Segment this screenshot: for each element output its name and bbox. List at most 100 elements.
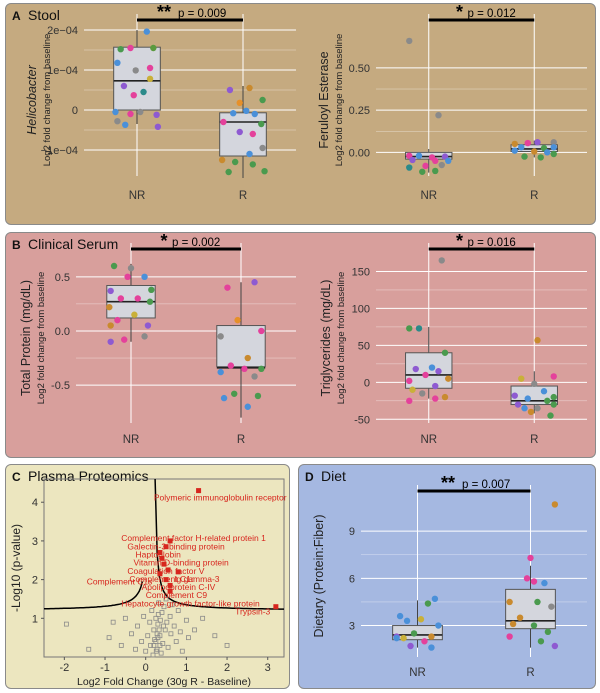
- data-point: [534, 139, 541, 146]
- data-point: [120, 82, 128, 90]
- data-point: [527, 408, 535, 416]
- x-axis-label: Log2 Fold Change (30g R - Baseline): [77, 676, 251, 688]
- protein-label: Complement C9: [146, 590, 208, 600]
- data-point: [150, 44, 157, 52]
- x-tick-label: 1: [183, 662, 189, 674]
- triglycerides-boxplot: 150 100 50 0 -50 NR R Triglycerides (mg/dL) Log2…: [319, 233, 587, 446]
- significant-point: [157, 571, 163, 577]
- x-tick-label: 0: [143, 662, 149, 674]
- data-point: [550, 139, 557, 146]
- protein-label: Haptoglobin: [136, 550, 182, 560]
- nonsignificant-point: [147, 619, 153, 625]
- x-tick-label: -1: [100, 662, 110, 674]
- data-point: [236, 128, 243, 136]
- nonsignificant-point: [157, 617, 163, 623]
- nonsignificant-point: [156, 627, 162, 633]
- data-point: [107, 338, 114, 345]
- protein-label: Polymeric immunoglobulin receptor: [154, 492, 287, 502]
- panel-clinical-serum: B Clinical Serum 0.5 0.0 -0.5 NR R Total Prot…: [5, 232, 596, 458]
- x-tick-label: NR: [123, 434, 140, 446]
- data-point: [141, 273, 148, 281]
- data-point: [148, 286, 155, 294]
- data-point: [506, 598, 513, 606]
- data-point: [220, 118, 227, 126]
- y-tick-label: 1: [32, 613, 38, 625]
- data-point: [435, 368, 442, 375]
- data-point: [246, 150, 253, 158]
- panel-diet: D Diet 3 6 9 NR R Dietary (Protein:Fiber) ** p …: [298, 464, 596, 689]
- data-point: [106, 303, 113, 311]
- volcano-plot: -2 -1 0 1 2 3 1 2 3 4 Log2 Fold Change (30g R - Ba…: [9, 478, 287, 688]
- y-axis-label: Total Protein (mg/dL): [19, 280, 33, 396]
- y-tick-label: 1e−04: [47, 65, 78, 77]
- nonsignificant-point: [169, 602, 175, 608]
- nonsignificant-point: [149, 608, 155, 613]
- data-point: [534, 405, 541, 412]
- nonsignificant-point: [155, 621, 161, 627]
- y-tick-label: -0.5: [51, 380, 70, 392]
- plot-frame: [43, 478, 285, 658]
- data-point: [432, 167, 439, 175]
- data-point: [251, 279, 258, 286]
- nonsignificant-point: [224, 642, 230, 648]
- box-r: [219, 112, 267, 157]
- data-point: [518, 375, 525, 382]
- data-point: [544, 628, 552, 636]
- x-tick-label: 2: [224, 662, 230, 674]
- data-point: [241, 365, 248, 373]
- protein-label: Coagulation factor V: [127, 566, 204, 576]
- data-point: [234, 316, 241, 324]
- x-tick-label: R: [530, 190, 538, 202]
- nonsignificant-point: [141, 613, 147, 619]
- nonsignificant-point: [135, 623, 140, 629]
- data-point: [530, 578, 538, 585]
- y-tick-label: 0.50: [349, 63, 370, 75]
- data-point: [551, 642, 559, 650]
- data-point: [406, 37, 413, 45]
- nonsignificant-point: [156, 600, 162, 606]
- data-point: [400, 634, 407, 642]
- data-point: [143, 28, 150, 35]
- y-tick-label: 9: [349, 526, 355, 538]
- data-point: [540, 388, 548, 395]
- nonsignificant-point: [148, 642, 153, 648]
- significant-point: [159, 555, 165, 561]
- significance-stars: *: [456, 4, 463, 22]
- data-point: [140, 88, 147, 96]
- data-point: [121, 336, 128, 343]
- data-point: [422, 162, 429, 170]
- x-tick-label: R: [526, 667, 534, 679]
- data-point: [246, 84, 253, 92]
- data-point: [428, 633, 435, 640]
- protein-label: Hepatocyte growth factor-like protein: [121, 598, 260, 608]
- nonsignificant-point: [161, 623, 166, 629]
- data-point: [432, 382, 439, 390]
- data-point: [419, 168, 426, 175]
- significant-point: [196, 488, 202, 494]
- data-point: [127, 110, 134, 118]
- data-point: [114, 316, 121, 324]
- data-point: [117, 46, 124, 53]
- protein-label: Complement C1s: [87, 577, 153, 587]
- data-point: [231, 158, 239, 166]
- data-point: [134, 295, 141, 302]
- significant-point: [161, 561, 167, 567]
- data-point: [431, 595, 439, 603]
- data-point: [258, 365, 265, 373]
- y-tick-label: 4: [32, 497, 38, 509]
- data-point: [406, 164, 413, 171]
- data-point: [146, 75, 154, 83]
- protein-label: Complement factor H-related protein 1: [121, 533, 266, 543]
- panel-title: Diet: [321, 468, 346, 484]
- data-point: [438, 257, 445, 264]
- significance-stars: *: [160, 233, 167, 251]
- significant-point: [163, 544, 169, 550]
- nonsignificant-point: [179, 648, 185, 654]
- data-point: [127, 44, 134, 52]
- x-tick-label: NR: [409, 667, 426, 679]
- nonsignificant-point: [175, 608, 181, 613]
- data-point: [146, 64, 154, 72]
- nonsignificant-point: [153, 648, 159, 654]
- diet-boxplot: 3 6 9 NR R Dietary (Protein:Fiber) ** p = 0.007: [312, 473, 587, 679]
- data-point: [114, 59, 121, 66]
